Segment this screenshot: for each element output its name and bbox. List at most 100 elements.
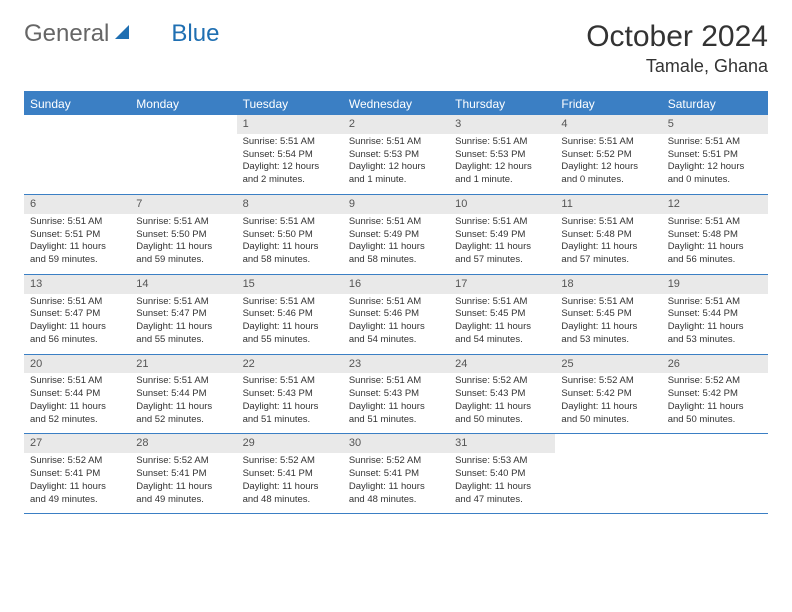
day-number: 18 xyxy=(555,275,661,294)
calendar-cell: 3Sunrise: 5:51 AMSunset: 5:53 PMDaylight… xyxy=(449,115,555,194)
day-body xyxy=(555,453,661,513)
day-line: Sunrise: 5:51 AM xyxy=(561,296,655,309)
day-line: Sunrise: 5:51 AM xyxy=(30,375,124,388)
day-body: Sunrise: 5:51 AMSunset: 5:54 PMDaylight:… xyxy=(237,134,343,194)
day-line: Sunset: 5:44 PM xyxy=(136,388,230,401)
calendar-cell: 19Sunrise: 5:51 AMSunset: 5:44 PMDayligh… xyxy=(662,274,768,354)
calendar-cell: 21Sunrise: 5:51 AMSunset: 5:44 PMDayligh… xyxy=(130,354,236,434)
day-body: Sunrise: 5:51 AMSunset: 5:47 PMDaylight:… xyxy=(24,294,130,354)
day-line: Daylight: 11 hours and 55 minutes. xyxy=(136,321,230,347)
logo: GeneralBlue xyxy=(24,20,219,48)
day-line: Daylight: 11 hours and 58 minutes. xyxy=(243,241,337,267)
day-line: Sunset: 5:41 PM xyxy=(243,468,337,481)
day-line: Daylight: 11 hours and 58 minutes. xyxy=(349,241,443,267)
day-header: Thursday xyxy=(449,92,555,115)
calendar-cell xyxy=(24,115,130,194)
day-header: Sunday xyxy=(24,92,130,115)
day-line: Sunset: 5:46 PM xyxy=(243,308,337,321)
day-body: Sunrise: 5:52 AMSunset: 5:43 PMDaylight:… xyxy=(449,373,555,433)
day-line: Daylight: 11 hours and 59 minutes. xyxy=(30,241,124,267)
day-line: Daylight: 11 hours and 59 minutes. xyxy=(136,241,230,267)
day-line: Sunset: 5:54 PM xyxy=(243,149,337,162)
day-line: Daylight: 11 hours and 50 minutes. xyxy=(561,401,655,427)
day-line: Sunset: 5:48 PM xyxy=(668,229,762,242)
day-line: Sunset: 5:49 PM xyxy=(349,229,443,242)
calendar-cell: 23Sunrise: 5:51 AMSunset: 5:43 PMDayligh… xyxy=(343,354,449,434)
day-line: Sunrise: 5:51 AM xyxy=(561,136,655,149)
month-title: October 2024 xyxy=(586,20,768,54)
day-line: Sunrise: 5:51 AM xyxy=(668,296,762,309)
day-line: Daylight: 11 hours and 53 minutes. xyxy=(668,321,762,347)
day-line: Daylight: 11 hours and 56 minutes. xyxy=(30,321,124,347)
day-header: Monday xyxy=(130,92,236,115)
day-line: Sunset: 5:43 PM xyxy=(243,388,337,401)
day-number: 28 xyxy=(130,434,236,453)
day-line: Sunset: 5:46 PM xyxy=(349,308,443,321)
day-number: 15 xyxy=(237,275,343,294)
day-number: 13 xyxy=(24,275,130,294)
calendar-week: 1Sunrise: 5:51 AMSunset: 5:54 PMDaylight… xyxy=(24,115,768,194)
day-body: Sunrise: 5:51 AMSunset: 5:51 PMDaylight:… xyxy=(662,134,768,194)
day-body: Sunrise: 5:51 AMSunset: 5:43 PMDaylight:… xyxy=(343,373,449,433)
day-line: Daylight: 11 hours and 57 minutes. xyxy=(455,241,549,267)
day-header: Wednesday xyxy=(343,92,449,115)
calendar-week: 27Sunrise: 5:52 AMSunset: 5:41 PMDayligh… xyxy=(24,434,768,514)
calendar-cell: 27Sunrise: 5:52 AMSunset: 5:41 PMDayligh… xyxy=(24,434,130,514)
day-line: Sunset: 5:52 PM xyxy=(561,149,655,162)
day-number: 17 xyxy=(449,275,555,294)
day-line: Sunset: 5:50 PM xyxy=(243,229,337,242)
day-line: Sunrise: 5:51 AM xyxy=(561,216,655,229)
day-number: 16 xyxy=(343,275,449,294)
logo-text-1: General xyxy=(24,20,109,48)
day-line: Sunrise: 5:51 AM xyxy=(243,216,337,229)
day-number xyxy=(24,115,130,134)
day-line: Daylight: 11 hours and 57 minutes. xyxy=(561,241,655,267)
calendar-cell: 4Sunrise: 5:51 AMSunset: 5:52 PMDaylight… xyxy=(555,115,661,194)
calendar-week: 6Sunrise: 5:51 AMSunset: 5:51 PMDaylight… xyxy=(24,194,768,274)
day-number: 26 xyxy=(662,355,768,374)
day-body: Sunrise: 5:51 AMSunset: 5:53 PMDaylight:… xyxy=(449,134,555,194)
day-line: Sunrise: 5:51 AM xyxy=(349,296,443,309)
day-number: 11 xyxy=(555,195,661,214)
day-line: Sunrise: 5:51 AM xyxy=(243,375,337,388)
day-line: Sunset: 5:44 PM xyxy=(668,308,762,321)
day-line: Daylight: 11 hours and 55 minutes. xyxy=(243,321,337,347)
day-body: Sunrise: 5:51 AMSunset: 5:44 PMDaylight:… xyxy=(662,294,768,354)
day-line: Sunrise: 5:51 AM xyxy=(243,296,337,309)
day-line: Sunset: 5:41 PM xyxy=(349,468,443,481)
header: GeneralBlue October 2024 Tamale, Ghana xyxy=(24,20,768,77)
day-body: Sunrise: 5:51 AMSunset: 5:47 PMDaylight:… xyxy=(130,294,236,354)
day-line: Sunrise: 5:51 AM xyxy=(455,296,549,309)
day-body: Sunrise: 5:51 AMSunset: 5:49 PMDaylight:… xyxy=(343,214,449,274)
day-line: Sunset: 5:47 PM xyxy=(136,308,230,321)
day-number: 7 xyxy=(130,195,236,214)
day-number xyxy=(130,115,236,134)
day-line: Sunset: 5:51 PM xyxy=(668,149,762,162)
day-line: Daylight: 11 hours and 52 minutes. xyxy=(30,401,124,427)
calendar-cell: 7Sunrise: 5:51 AMSunset: 5:50 PMDaylight… xyxy=(130,194,236,274)
day-line: Daylight: 11 hours and 51 minutes. xyxy=(243,401,337,427)
day-line: Daylight: 11 hours and 56 minutes. xyxy=(668,241,762,267)
day-body: Sunrise: 5:52 AMSunset: 5:41 PMDaylight:… xyxy=(343,453,449,513)
day-line: Daylight: 11 hours and 49 minutes. xyxy=(136,481,230,507)
calendar-cell: 8Sunrise: 5:51 AMSunset: 5:50 PMDaylight… xyxy=(237,194,343,274)
day-line: Sunrise: 5:52 AM xyxy=(455,375,549,388)
day-line: Sunset: 5:45 PM xyxy=(455,308,549,321)
day-body: Sunrise: 5:51 AMSunset: 5:48 PMDaylight:… xyxy=(555,214,661,274)
day-number: 2 xyxy=(343,115,449,134)
day-line: Sunrise: 5:51 AM xyxy=(668,136,762,149)
calendar-cell: 13Sunrise: 5:51 AMSunset: 5:47 PMDayligh… xyxy=(24,274,130,354)
day-line: Daylight: 12 hours and 0 minutes. xyxy=(561,161,655,187)
day-line: Daylight: 11 hours and 52 minutes. xyxy=(136,401,230,427)
day-line: Daylight: 11 hours and 48 minutes. xyxy=(243,481,337,507)
calendar-cell: 6Sunrise: 5:51 AMSunset: 5:51 PMDaylight… xyxy=(24,194,130,274)
day-line: Daylight: 11 hours and 50 minutes. xyxy=(455,401,549,427)
day-line: Sunrise: 5:52 AM xyxy=(30,455,124,468)
calendar-cell: 9Sunrise: 5:51 AMSunset: 5:49 PMDaylight… xyxy=(343,194,449,274)
calendar-cell: 29Sunrise: 5:52 AMSunset: 5:41 PMDayligh… xyxy=(237,434,343,514)
day-body: Sunrise: 5:51 AMSunset: 5:46 PMDaylight:… xyxy=(237,294,343,354)
day-body: Sunrise: 5:51 AMSunset: 5:50 PMDaylight:… xyxy=(130,214,236,274)
day-body: Sunrise: 5:52 AMSunset: 5:41 PMDaylight:… xyxy=(237,453,343,513)
day-number: 24 xyxy=(449,355,555,374)
day-body: Sunrise: 5:51 AMSunset: 5:45 PMDaylight:… xyxy=(555,294,661,354)
